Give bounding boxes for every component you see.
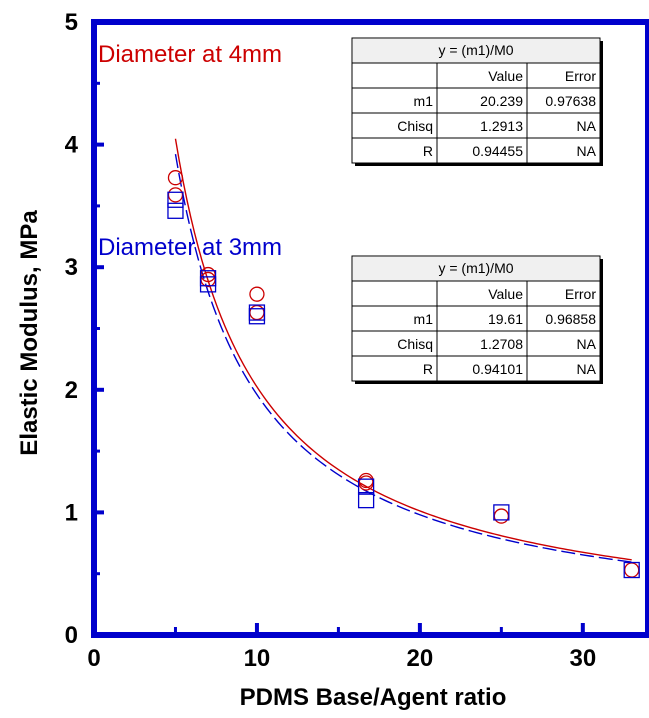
fit-curve-1 [174, 154, 632, 563]
series-label-3mm: Diameter at 3mm [98, 234, 282, 261]
fit-tables: y = (m1)/M0 Value Error m1 20.239 0.97638 Chis… [351, 37, 603, 384]
point-circle [249, 304, 265, 321]
table-cell: Chisq [397, 336, 433, 352]
point-square [167, 191, 184, 208]
table-cell: 1.2913 [480, 118, 523, 134]
table-cell: Error [565, 286, 596, 302]
point-circle [167, 187, 184, 203]
table-cell: Value [488, 68, 523, 84]
fit-curve-0 [174, 138, 632, 561]
table-cell: m1 [414, 311, 434, 327]
x-axis-title: PDMS Base/Agent ratio [240, 684, 507, 711]
fit-curves [174, 138, 632, 563]
table-title-bg [353, 39, 599, 63]
table-cell: NA [577, 118, 597, 134]
table-cell: 19.61 [488, 311, 523, 327]
table-cell: R [423, 143, 433, 159]
x-tick-label-10: 10 [244, 645, 271, 672]
table-cell: 0.94101 [472, 361, 523, 377]
table-title-bg [353, 257, 599, 281]
x-tick-label-30: 30 [569, 645, 596, 672]
series-label-4mm: Diameter at 4mm [98, 41, 282, 68]
table-title: y = (m1)/M0 [438, 42, 513, 58]
y-tick-label-2: 2 [65, 377, 78, 404]
x-tick-label-20: 20 [407, 645, 434, 672]
point-circle [493, 508, 510, 524]
x-tick-label-0: 0 [87, 645, 100, 672]
table-cell: m1 [414, 93, 434, 109]
y-tick-label-4: 4 [65, 132, 79, 159]
table-cell: NA [577, 361, 597, 377]
table-cell: NA [577, 336, 597, 352]
table-cell: 0.96858 [545, 311, 596, 327]
table-cell: 0.94455 [472, 143, 523, 159]
y-axis-title: Elastic Modulus, MPa [16, 210, 43, 456]
point-circle [167, 170, 184, 186]
axes [91, 19, 649, 638]
table-cell: NA [577, 143, 597, 159]
table-cell: Value [488, 286, 523, 302]
table-cell: R [423, 361, 433, 377]
table-cell: 0.97638 [545, 93, 596, 109]
table-cell: Chisq [397, 118, 433, 134]
point-square [167, 202, 184, 219]
point-square [199, 276, 217, 293]
point-square [357, 491, 375, 509]
table-cell: Error [565, 68, 596, 84]
table-cell: 1.2708 [480, 336, 523, 352]
tick-labels: 0 1 2 3 4 5 0 10 20 30 [65, 9, 597, 672]
point-circle [249, 286, 265, 302]
point-circle [624, 562, 640, 578]
point-square [357, 478, 375, 495]
y-tick-label-5: 5 [65, 9, 78, 36]
data-points [167, 170, 640, 579]
y-tick-label-3: 3 [65, 254, 78, 281]
table-cell: 20.239 [480, 93, 523, 109]
y-tick-label-0: 0 [65, 622, 78, 649]
point-square [248, 308, 266, 325]
y-tick-label-1: 1 [65, 499, 78, 526]
table-title: y = (m1)/M0 [438, 260, 513, 276]
point-square [623, 561, 640, 579]
point-square [493, 504, 510, 521]
